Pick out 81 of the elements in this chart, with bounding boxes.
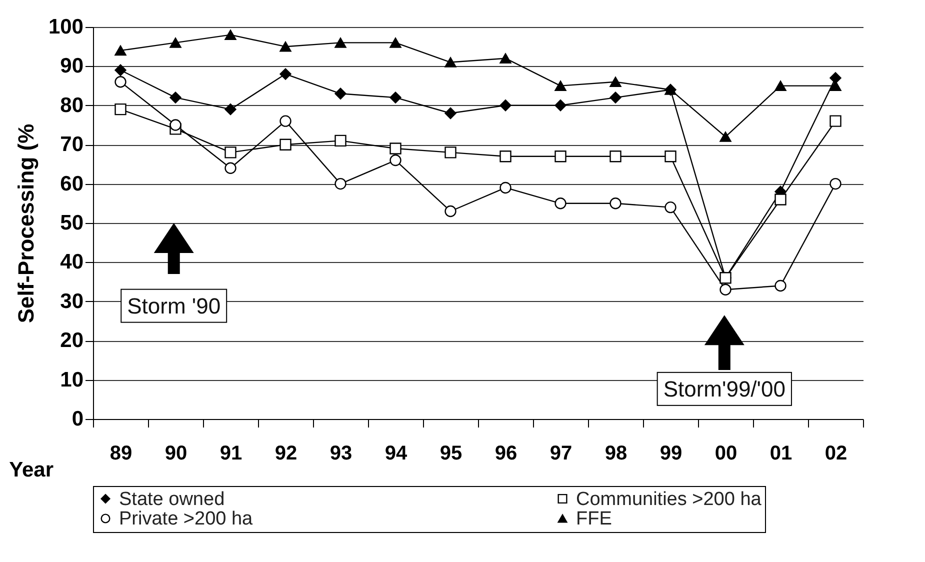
x-tick-label: 91 [220,442,242,464]
x-tick-label: 89 [110,442,132,464]
x-tick-label: 96 [494,442,518,464]
y-tick-label: 20 [60,329,84,352]
x-tick-label: 95 [440,442,462,464]
point [774,194,786,206]
x-tick-label: 94 [384,442,408,464]
point [610,150,622,162]
point [224,146,236,158]
x-tick-label: 93 [330,442,352,464]
x-tick-label: 90 [164,442,188,464]
point [170,92,182,104]
point [114,103,126,116]
point [390,38,402,48]
point [664,150,676,162]
point [444,107,456,120]
y-tick-label: 0 [72,408,84,430]
point [224,162,236,174]
point [610,76,622,88]
point [114,64,126,76]
x-tick-label: 01 [770,442,792,464]
annotation: Storm '90 [127,293,221,318]
annotation: Storm'99/'00 [663,376,786,402]
y-tick-label: 70 [60,133,84,156]
point [280,115,292,127]
point [334,38,346,48]
point [390,142,402,154]
point [500,53,512,64]
y-tick-label: 60 [60,172,84,196]
point [554,100,566,112]
legend-label: FFE [576,508,612,530]
point [224,103,236,116]
y-axis-title: Self-Processing (% [13,124,38,324]
point [610,92,622,104]
point [390,92,402,104]
point [334,88,346,100]
y-tick-label: 40 [60,250,84,274]
point [444,146,456,158]
point [500,182,512,194]
y-tick-label: 100 [48,16,84,38]
point [500,150,512,162]
point [664,201,676,214]
point [774,280,786,292]
point [170,119,182,131]
point [774,80,786,91]
point [610,198,622,210]
point [334,134,346,147]
y-tick-label: 50 [60,212,84,234]
point [830,178,842,190]
point [554,80,566,91]
point [444,205,456,218]
point [224,30,236,40]
x-tick-label: 99 [660,442,682,464]
point [554,150,566,162]
point [444,57,456,68]
point [390,154,402,166]
x-tick-label: 00 [714,442,738,464]
point [280,41,292,52]
point [830,72,842,84]
x-tick-label: 97 [550,442,572,464]
x-tick-label: 98 [604,442,628,464]
x-tick-label: 92 [274,442,298,464]
y-tick-label: 90 [60,54,84,78]
legend-label: Communities >200 ha [576,488,762,510]
point [720,284,732,296]
legend-label: State owned [119,488,225,510]
x-axis-title: Year [9,458,54,482]
point [830,115,842,127]
x-tick-label: 02 [824,442,848,464]
point [720,132,732,142]
y-tick-label: 80 [60,94,84,117]
point [280,138,292,150]
y-tick-label: 10 [60,368,84,392]
point [170,38,182,48]
point [334,178,346,190]
point [500,100,512,112]
point [280,68,292,80]
y-tick-label: 30 [60,290,84,313]
point [554,198,566,210]
point [114,45,126,56]
legend-label: Private >200 ha [119,508,254,530]
